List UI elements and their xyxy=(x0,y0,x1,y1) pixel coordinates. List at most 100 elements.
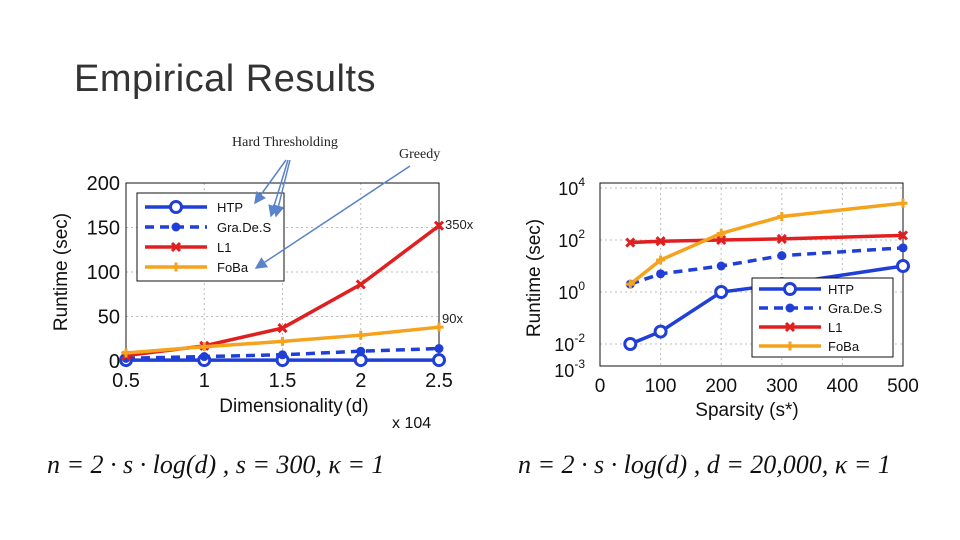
x-exponent-label: x 104 xyxy=(392,415,431,432)
data-point-grades xyxy=(199,352,209,362)
y-tick-label: 104 xyxy=(558,175,585,199)
legend-label: FoBa xyxy=(828,339,860,354)
y-tick-base: 10 xyxy=(554,361,574,381)
legend-box xyxy=(751,277,894,358)
y-tick-label: 10-2 xyxy=(554,331,585,355)
legend-marker xyxy=(171,222,181,232)
data-point-foba xyxy=(356,330,366,340)
x-tick-label: 200 xyxy=(705,376,737,397)
data-point-foba xyxy=(121,348,131,358)
right-formula: n = 2 · s · log(d) , d = 20,000, κ = 1 xyxy=(518,450,891,479)
arrow-to-foba xyxy=(254,165,411,269)
y-tick-exponent: -3 xyxy=(574,357,585,371)
data-point-foba xyxy=(656,255,666,265)
data-point-grades xyxy=(656,269,666,279)
y-tick-base: 10 xyxy=(554,335,574,355)
x-tick-label: 400 xyxy=(827,376,859,397)
x-tick-label: 2.5 xyxy=(425,370,453,392)
x-tick-label: 0 xyxy=(595,376,606,397)
data-point-grades xyxy=(434,344,444,354)
legend-label: L1 xyxy=(828,320,842,335)
y-tick-exponent: 4 xyxy=(578,175,585,189)
legend-label: Gra.De.S xyxy=(217,220,272,235)
legend-marker xyxy=(783,282,797,296)
legend-marker xyxy=(170,241,182,253)
data-point-l1 xyxy=(655,236,666,247)
data-point-l1 xyxy=(716,234,727,246)
data-point-l1 xyxy=(433,220,445,231)
data-point-l1 xyxy=(277,323,288,334)
panel-label: (d) xyxy=(345,396,368,417)
data-point-htp xyxy=(353,353,368,368)
data-point-grades xyxy=(777,251,787,261)
x-axis-label: Dimensionality xyxy=(219,396,343,417)
x-axis-label: Sparsity (s*) xyxy=(695,400,798,421)
x-tick-label: 1 xyxy=(199,370,210,392)
left-axes: 0.5 1 1.5 2 2.5 0 50 100 150 200 Dimensionality (d)… xyxy=(51,173,453,432)
arrow-to-htp xyxy=(254,159,287,205)
legend-label: L1 xyxy=(217,240,231,255)
y-tick-exponent: 2 xyxy=(578,227,585,241)
left-series xyxy=(119,220,446,368)
data-point-grades xyxy=(716,261,726,271)
data-point-l1 xyxy=(625,237,636,248)
data-point-grades xyxy=(356,346,366,356)
legend-marker xyxy=(171,262,181,272)
arrow-to-grades-2 xyxy=(272,159,291,218)
x-tick-label: 1.5 xyxy=(269,370,297,392)
left-legend: HTP Gra.De.S L1 FoBa xyxy=(136,192,285,282)
greedy-label: Greedy xyxy=(399,147,441,162)
legend-label: FoBa xyxy=(217,260,249,275)
callout-arrows xyxy=(254,159,411,269)
x-tick-label: 500 xyxy=(887,376,919,397)
data-point-htp xyxy=(653,324,668,339)
speedup-350-label: 350x xyxy=(445,217,474,232)
y-tick-exponent: -2 xyxy=(574,331,585,345)
right-chart: 0 100 200 300 400 50010410210010-210-3Sparsit… xyxy=(524,175,919,421)
legend-label: HTP xyxy=(828,282,854,297)
data-point-foba xyxy=(716,228,726,238)
y-tick-label: 200 xyxy=(87,173,120,195)
left-formula: n = 2 · s · log(d) , s = 300, κ = 1 xyxy=(47,450,385,479)
plot-frame xyxy=(599,182,904,367)
data-point-htp xyxy=(432,353,446,368)
y-tick-exponent: 0 xyxy=(578,279,585,293)
y-tick-label: 0 xyxy=(109,351,120,373)
y-axis-label: Runtime (sec) xyxy=(51,213,72,331)
x-tick-label: 0.5 xyxy=(112,370,140,392)
y-tick-base: 10 xyxy=(558,179,578,199)
right-legend: HTP Gra.De.S L1 FoBa xyxy=(751,277,894,358)
legend-marker xyxy=(785,341,795,351)
data-point-grades xyxy=(278,350,287,360)
hard-thresholding-label: Hard Thresholding xyxy=(232,135,338,150)
data-point-htp xyxy=(623,337,638,351)
data-point-foba xyxy=(434,322,444,332)
legend-marker xyxy=(784,321,796,333)
data-point-htp xyxy=(896,259,910,273)
y-tick-label: 102 xyxy=(558,227,585,251)
y-axis-label: Runtime (sec) xyxy=(524,219,545,337)
legend-label: HTP xyxy=(217,200,243,215)
x-tick-label: 300 xyxy=(766,376,798,397)
data-point-l1 xyxy=(776,233,787,244)
x-tick-label: 2 xyxy=(355,370,366,392)
y-tick-label: 100 xyxy=(87,262,120,284)
legend-label: Gra.De.S xyxy=(828,301,883,316)
legend-marker xyxy=(785,303,795,313)
speedup-90-label: 90x xyxy=(442,311,463,326)
left-chart: 0.5 1 1.5 2 2.5 0 50 100 150 200 Dimensionality (d)… xyxy=(51,173,453,432)
right-axes: 0 100 200 300 400 50010410210010-210-3Sparsit… xyxy=(524,175,919,421)
data-point-foba xyxy=(777,212,787,222)
x-tick-label: 100 xyxy=(645,376,677,397)
legend-marker xyxy=(169,200,183,214)
data-point-foba xyxy=(199,342,209,352)
y-tick-base: 10 xyxy=(558,283,578,303)
data-point-foba xyxy=(898,198,908,208)
y-tick-label: 150 xyxy=(87,218,120,240)
y-tick-label: 50 xyxy=(98,307,120,329)
data-point-htp xyxy=(714,285,729,299)
y-tick-label: 10-3 xyxy=(554,357,585,381)
y-tick-base: 10 xyxy=(558,231,578,251)
y-tick-label: 100 xyxy=(558,279,585,303)
